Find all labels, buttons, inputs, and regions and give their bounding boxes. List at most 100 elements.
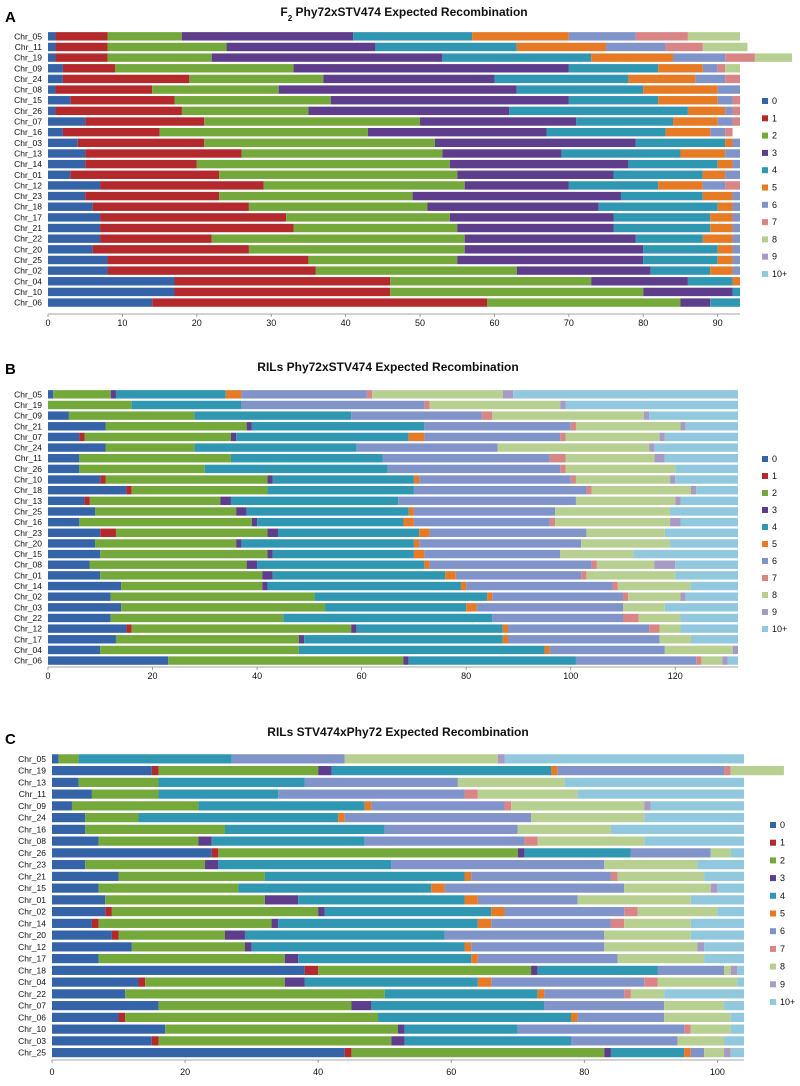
bar-segment-chr-23-class-6 <box>391 860 605 870</box>
bar-segment-chr-11-class-4 <box>158 789 279 799</box>
bar-segment-chr-18-class-8 <box>591 485 691 495</box>
bar-segment-chr-07-class-8 <box>664 1001 725 1011</box>
bar-segment-chr-03-class-2 <box>121 603 326 612</box>
y-axis-label: Chr_01 <box>14 170 42 180</box>
bar-segment-chr-12-class-2 <box>131 624 352 633</box>
bar-segment-chr-22-class-0 <box>48 234 101 243</box>
bar-segment-chr-06-class-4 <box>710 298 740 307</box>
bar-segment-chr-26-class-6 <box>725 106 733 116</box>
bar-segment-chr-01-class-3 <box>262 571 273 580</box>
y-axis-label: Chr_07 <box>18 1001 46 1011</box>
x-axis-ticks: 0 20 40 60 80 100 <box>49 1059 744 1077</box>
bar-segment-chr-25-class-10+ <box>670 507 738 516</box>
bar-segment-chr-15-class-8 <box>560 549 634 559</box>
bar-segment-chr-03-class-2 <box>204 138 435 148</box>
bar-segment-chr-01-class-4 <box>298 895 465 905</box>
bar-segment-chr-10-class-0 <box>48 287 175 297</box>
bar-segment-chr-22-class-3 <box>464 234 636 243</box>
bar-segment-chr-10-class-1 <box>174 287 391 297</box>
y-axis-label: Chr_19 <box>14 400 42 410</box>
x-axis-ticks: 0 20 40 60 80 100 120 <box>45 666 738 681</box>
bar-segment-chr-12-class-7 <box>649 624 660 633</box>
bar-segment-chr-18-class-4 <box>267 485 414 495</box>
bar-segment-chr-25-class-0 <box>48 255 108 265</box>
bar-segment-chr-05-class-0 <box>52 754 59 764</box>
y-axis-label: Chr_16 <box>14 517 42 527</box>
bar-segment-chr-16-class-7 <box>725 127 733 137</box>
bar-segment-chr-07-class-5 <box>673 117 718 126</box>
bar-segment-chr-21-class-3 <box>246 422 252 431</box>
legend-swatch-2 <box>762 132 768 139</box>
bar-segment-chr-23-class-3 <box>267 528 278 537</box>
bar-segment-chr-17-class-0 <box>48 635 116 644</box>
bar-segment-chr-24-class-0 <box>52 813 86 823</box>
bar-segment-chr-11-class-0 <box>48 42 56 52</box>
bar-segment-chr-17-class-3 <box>284 954 299 964</box>
y-axis-label: Chr_04 <box>14 645 42 655</box>
bar-segment-chr-26-class-2 <box>181 106 309 116</box>
bar-segment-chr-17-class-1 <box>100 213 287 222</box>
bar-segment-chr-12-class-2 <box>263 181 465 190</box>
bar-segment-chr-12-class-6 <box>702 181 726 190</box>
bar-segment-chr-08-class-1 <box>55 85 153 94</box>
bar-segment-chr-09-class-0 <box>48 64 63 73</box>
bar-segment-chr-06-class-5 <box>571 1012 578 1022</box>
bar-segment-chr-23-class-4 <box>620 191 703 201</box>
bar-segment-chr-25-class-4 <box>643 255 718 265</box>
bar-segment-chr-22-class-1 <box>100 234 212 243</box>
bar-segment-chr-02-class-7 <box>624 907 638 917</box>
bar-segment-chr-26-class-2 <box>218 848 518 858</box>
bar-segment-chr-25-class-1 <box>107 255 309 265</box>
bar-segment-chr-20-class-3 <box>236 539 242 548</box>
bar-segment-chr-02-class-5 <box>491 907 505 917</box>
bar-segment-chr-14-class-10+ <box>690 581 738 591</box>
bar-segment-chr-03-class-10+ <box>724 1036 744 1046</box>
panel-b: B RILs Phy72xSTV474 Expected Recombinati… <box>5 360 787 681</box>
bar-segment-chr-05-class-7 <box>635 32 688 41</box>
bar-segment-chr-08-class-4 <box>516 85 644 94</box>
bar-segment-chr-19-class-3 <box>318 766 332 776</box>
bar-segment-chr-11-class-8 <box>565 454 655 463</box>
bar-segment-chr-18-class-0 <box>48 485 127 495</box>
bar-segment-chr-19-class-1 <box>55 53 108 62</box>
bar-segment-chr-08-class-0 <box>48 560 90 569</box>
y-axis-label: Chr_23 <box>14 528 42 538</box>
bar-segment-chr-05-class-0 <box>48 390 54 399</box>
bar-segment-chr-02-class-0 <box>52 907 106 917</box>
bar-segment-chr-16-class-4 <box>257 517 404 527</box>
bar-segment-chr-24-class-0 <box>48 74 63 84</box>
y-axis-label: Chr_17 <box>14 634 42 644</box>
bar-segment-chr-07-class-2 <box>84 432 231 442</box>
bar-segment-chr-17-class-8 <box>659 635 691 644</box>
bar-segment-chr-14-class-3 <box>271 918 279 928</box>
bar-segment-chr-09-class-3 <box>293 64 569 73</box>
legend-label: 3 <box>780 873 785 883</box>
y-axis-label: Chr_12 <box>18 942 46 952</box>
y-axis-label: Chr_07 <box>14 432 42 442</box>
legend-swatch-10plus <box>770 999 776 1005</box>
bar-segment-chr-07-class-0 <box>48 117 86 126</box>
bar-segment-chr-24-class-8 <box>531 813 645 823</box>
bar-segment-chr-26-class-4 <box>524 848 631 858</box>
x-tick-label: 50 <box>415 318 425 328</box>
bar-segment-chr-20-class-6 <box>732 245 740 254</box>
legend-label: 6 <box>772 556 777 566</box>
bar-segment-chr-20-class-1 <box>92 245 249 254</box>
y-axis-label: Chr_22 <box>14 234 42 244</box>
bar-segment-chr-04-class-8 <box>657 977 738 987</box>
x-tick-label: 70 <box>564 318 574 328</box>
bar-segment-chr-11-class-4 <box>375 42 517 52</box>
bar-segment-chr-04-class-6 <box>491 977 645 987</box>
bar-segment-chr-10-class-5 <box>413 475 420 484</box>
y-axis-label: Chr_12 <box>14 180 42 190</box>
bar-segment-chr-26-class-6 <box>387 464 561 474</box>
bar-segment-chr-04-class-2 <box>390 277 592 286</box>
bar-segment-chr-05-class-4 <box>353 32 473 41</box>
legend-swatch-0 <box>762 456 768 462</box>
bar-segment-chr-23-class-5 <box>419 528 430 537</box>
bar-segment-chr-11-class-6 <box>382 454 550 463</box>
bar-segment-chr-10-class-3 <box>267 475 273 484</box>
bar-segment-chr-10-class-4 <box>272 475 414 484</box>
bar-segment-chr-13-class-10+ <box>680 496 738 506</box>
bar-segment-chr-04-class-0 <box>48 645 101 655</box>
